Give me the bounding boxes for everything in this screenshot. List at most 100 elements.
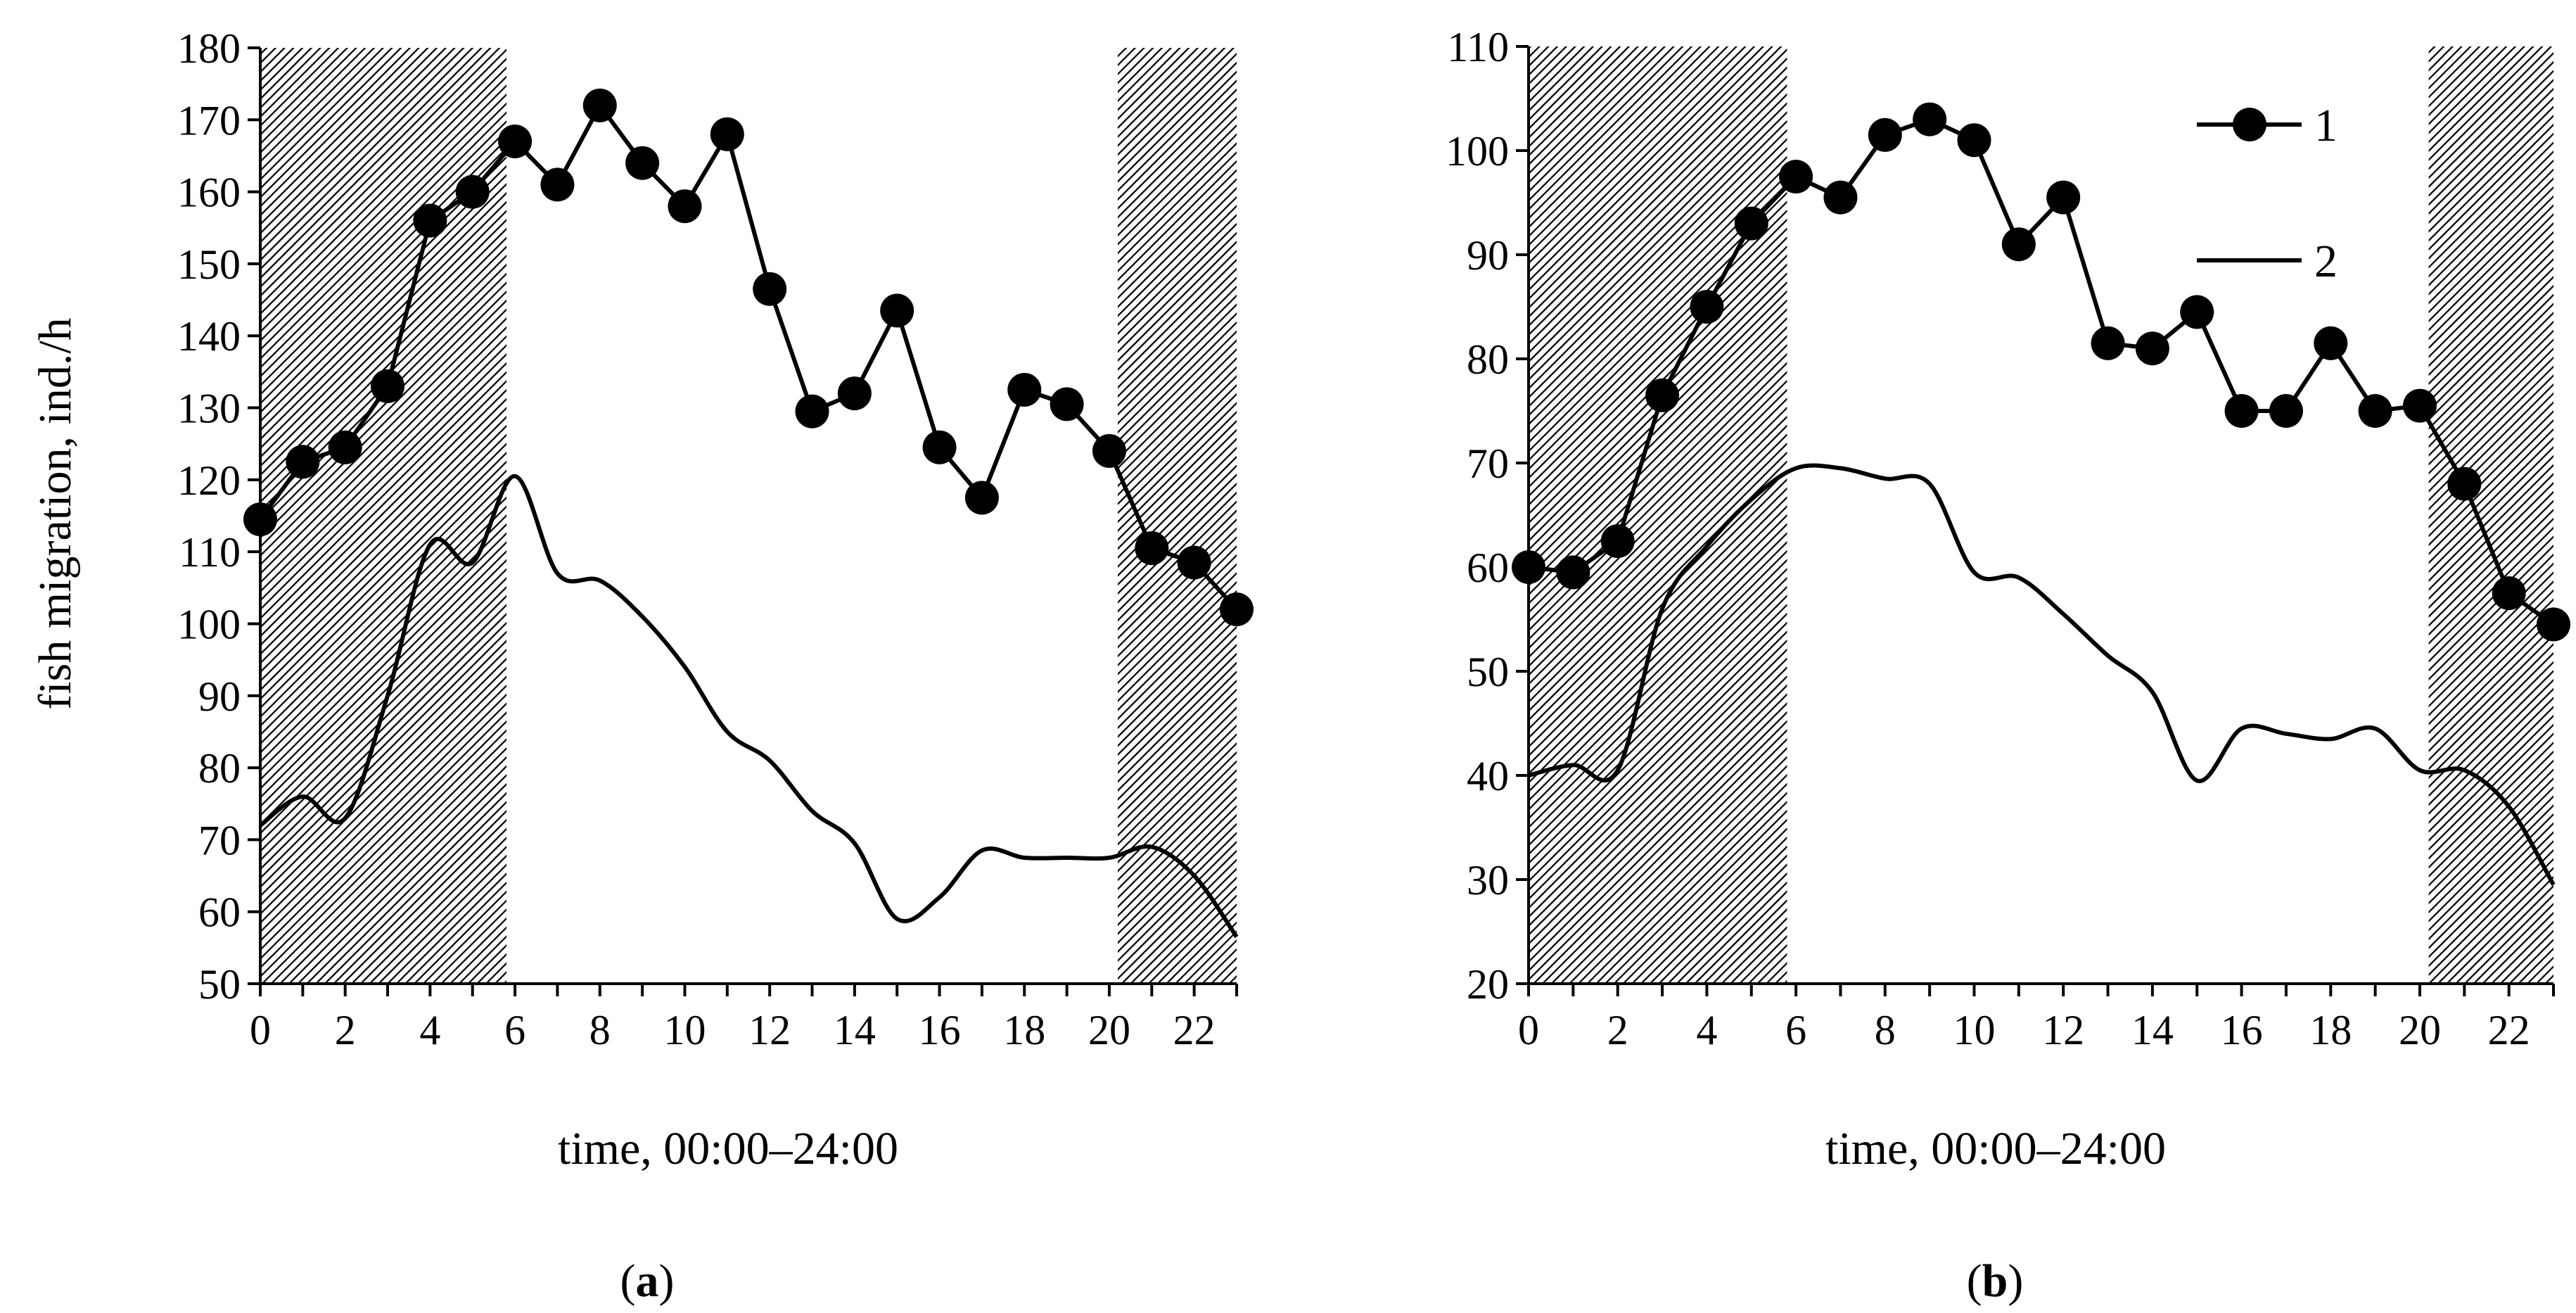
- x-tick-label: 0: [250, 1007, 271, 1053]
- series-1-point: [1177, 545, 1211, 580]
- series-1-point: [2001, 227, 2036, 262]
- x-tick-label: 8: [589, 1007, 611, 1053]
- legend: 1 2: [2197, 100, 2338, 287]
- y-tick-label: 130: [177, 386, 241, 432]
- series-1-point: [2402, 388, 2437, 423]
- x-tick-label: 8: [1875, 1007, 1896, 1053]
- y-tick-label: 50: [198, 961, 241, 1008]
- y-tick-label: 20: [1467, 961, 1509, 1008]
- night-shaded-region: [2428, 46, 2553, 984]
- y-tick-label: 70: [198, 817, 241, 863]
- series-2-layer: [259, 474, 1239, 939]
- panel-label-a: (a): [620, 1255, 675, 1307]
- series-1-point: [2314, 326, 2348, 360]
- series-1-point: [328, 430, 362, 464]
- night-shaded-region: [1529, 46, 1787, 984]
- series-1-point: [1007, 372, 1042, 407]
- x-tick-label: 2: [335, 1007, 356, 1053]
- series-1-point: [1645, 378, 1680, 412]
- series-1-point: [964, 481, 999, 515]
- y-tick-label: 110: [179, 529, 241, 576]
- y-tick-label: 140: [177, 313, 241, 360]
- series-1-point: [1220, 592, 1254, 626]
- x-axis-label: time, 00:00–24:00: [558, 1123, 898, 1174]
- x-tick-label: 20: [2399, 1007, 2441, 1053]
- y-tick-label: 70: [1467, 440, 1509, 487]
- x-tick-label: 10: [663, 1007, 706, 1053]
- x-tick-label: 18: [1003, 1007, 1045, 1053]
- series-1-point: [582, 88, 617, 122]
- series-1-point: [2447, 467, 2482, 501]
- series-1-layer: [1512, 102, 2570, 642]
- x-tick-label: 6: [504, 1007, 525, 1053]
- y-axis-label: fish migration, ind./h: [30, 317, 81, 709]
- x-tick-label: 12: [748, 1007, 791, 1053]
- chart-a: 50 60 70 80 90 100 110 120 130 140 150 160 170 180 0 2 4…: [30, 25, 1254, 1307]
- y-tick-label: 40: [1467, 753, 1509, 799]
- y-tick-label: 100: [1446, 128, 1509, 175]
- series-1-layer: [243, 88, 1254, 626]
- series-1-point: [455, 175, 490, 209]
- x-axis-label: time, 00:00–24:00: [1825, 1123, 2166, 1174]
- series-1-point: [1868, 118, 1902, 152]
- series-2-layer: [1528, 463, 2556, 886]
- night-shading-layer: [1529, 46, 2553, 984]
- y-tick-label: 120: [177, 457, 241, 504]
- series-1-point: [286, 445, 320, 479]
- x-tick-label: 14: [2131, 1007, 2174, 1053]
- series-1-point: [1690, 290, 1724, 324]
- series-1-point: [710, 117, 744, 151]
- x-tick-label: 18: [2309, 1007, 2352, 1053]
- x-tick-label: 22: [1173, 1007, 1216, 1053]
- series-1-point: [2537, 607, 2570, 642]
- series-1-point: [1734, 206, 1768, 241]
- x-tick-label: 12: [2042, 1007, 2084, 1053]
- series-1-point: [1092, 433, 1126, 468]
- x-tick-label: 0: [1518, 1007, 1539, 1053]
- y-tick-label: 110: [1447, 24, 1509, 70]
- y-tick-label: 60: [198, 889, 241, 936]
- series-1-point: [1135, 531, 1169, 566]
- x-tick-label: 2: [1607, 1007, 1628, 1053]
- x-tick-label: 10: [1953, 1007, 1995, 1053]
- series-1-point: [795, 394, 829, 429]
- x-tick-label: 16: [919, 1007, 961, 1053]
- y-tick-label: 160: [177, 170, 241, 216]
- series-1-point: [1913, 102, 1947, 137]
- legend-marker-1: [2233, 108, 2266, 141]
- series-1-point: [753, 272, 787, 306]
- series-1-point: [1050, 387, 1084, 421]
- series-1-point: [668, 189, 702, 224]
- y-tick-label: 170: [177, 97, 241, 144]
- series-1-point: [1556, 555, 1590, 590]
- series-1-point: [371, 369, 405, 403]
- x-tick-label: 20: [1088, 1007, 1130, 1053]
- series-1-point: [2358, 394, 2392, 428]
- y-tick-label: 80: [198, 745, 241, 792]
- axes-layer: 50 60 70 80 90 100 110 120 130 140 150 160 170 180 0 2 4…: [177, 25, 1238, 1053]
- x-tick-label: 6: [1785, 1007, 1806, 1053]
- night-shading-layer: [260, 48, 1237, 984]
- x-tick-label: 16: [2221, 1007, 2263, 1053]
- x-tick-label: 4: [1696, 1007, 1717, 1053]
- legend-label-1: 1: [2314, 100, 2338, 151]
- y-tick-label: 80: [1467, 336, 1509, 383]
- series-1-point: [880, 293, 914, 328]
- x-tick-label: 4: [419, 1007, 440, 1053]
- series-2-line: [1528, 463, 2556, 886]
- y-tick-label: 90: [198, 673, 241, 720]
- series-1-point: [413, 203, 447, 238]
- y-tick-label: 50: [1467, 649, 1509, 695]
- series-1-point: [2269, 394, 2303, 428]
- series-1-point: [1779, 160, 1813, 194]
- y-tick-label: 60: [1467, 545, 1509, 591]
- series-2-line: [259, 474, 1239, 939]
- panel-label-b: (b): [1967, 1255, 2024, 1307]
- series-1-point: [922, 430, 957, 464]
- x-tick-label: 14: [834, 1007, 876, 1053]
- series-1-point: [498, 125, 533, 158]
- y-tick-label: 180: [177, 25, 241, 72]
- series-1-point: [1823, 180, 1858, 215]
